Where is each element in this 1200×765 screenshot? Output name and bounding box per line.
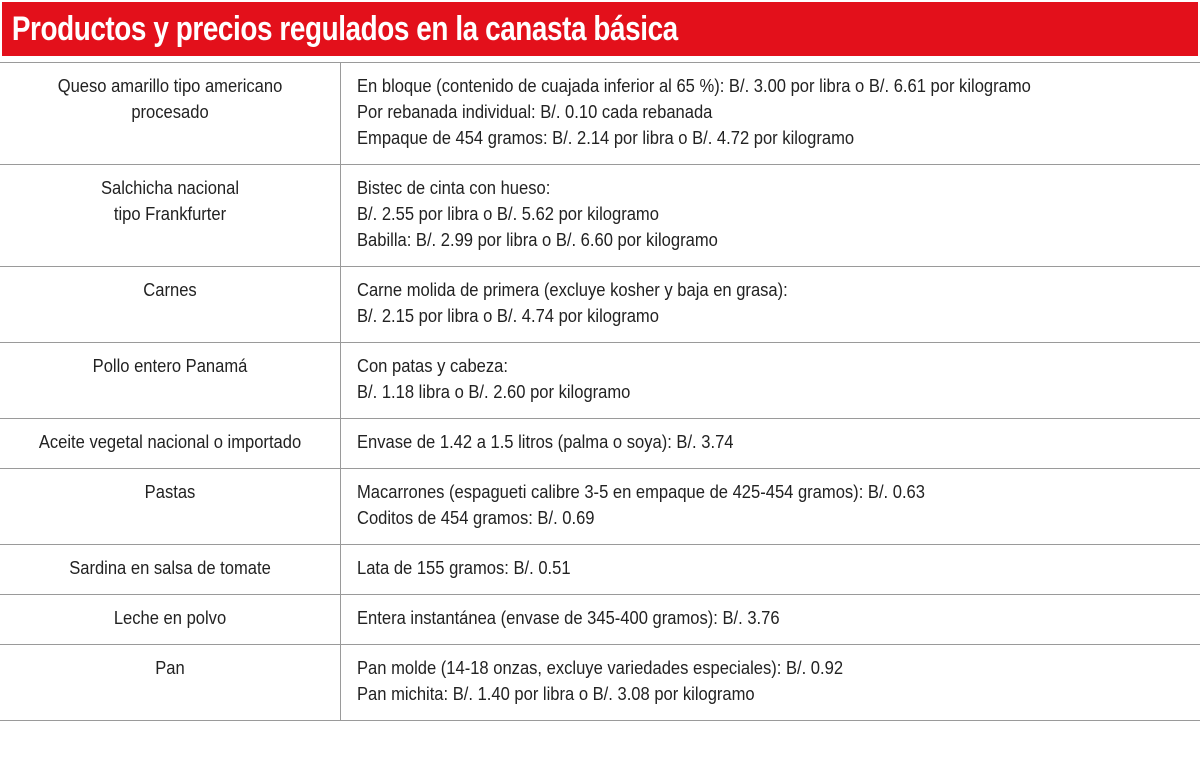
price-line: Bistec de cinta con hueso: xyxy=(357,175,1133,201)
product-cell: Pastas xyxy=(0,469,341,545)
price-line: B/. 2.15 por libra o B/. 4.74 por kilogr… xyxy=(357,303,1133,329)
product-name: Aceite vegetal nacional o importado xyxy=(14,429,327,455)
price-cell: Con patas y cabeza:B/. 1.18 libra o B/. … xyxy=(341,343,1200,419)
price-cell: Bistec de cinta con hueso:B/. 2.55 por l… xyxy=(341,165,1200,267)
price-cell: Entera instantánea (envase de 345-400 gr… xyxy=(341,595,1200,645)
product-cell: Carnes xyxy=(0,267,341,343)
product-name: Pan xyxy=(14,655,327,681)
product-cell: Leche en polvo xyxy=(0,595,341,645)
price-cell: En bloque (contenido de cuajada inferior… xyxy=(341,63,1200,165)
table-row: Aceite vegetal nacional o importado Envas… xyxy=(0,419,1200,469)
price-line: B/. 1.18 libra o B/. 2.60 por kilogramo xyxy=(357,379,1133,405)
product-name: Pollo entero Panamá xyxy=(14,353,327,379)
price-line: B/. 2.55 por libra o B/. 5.62 por kilogr… xyxy=(357,201,1133,227)
product-name: Carnes xyxy=(14,277,327,303)
product-name: Leche en polvo xyxy=(14,605,327,631)
table-row: Pastas Macarrones (espagueti calibre 3-5 … xyxy=(0,469,1200,545)
price-cell: Envase de 1.42 a 1.5 litros (palma o soy… xyxy=(341,419,1200,469)
price-cell: Lata de 155 gramos: B/. 0.51 xyxy=(341,545,1200,595)
product-name: tipo Frankfurter xyxy=(14,201,327,227)
product-cell: Pan xyxy=(0,645,341,721)
price-line: Babilla: B/. 2.99 por libra o B/. 6.60 p… xyxy=(357,227,1133,253)
title: Productos y precios regulados en la cana… xyxy=(2,2,983,49)
product-name: procesado xyxy=(14,99,327,125)
table-row: Pan Pan molde (14-18 onzas, excluye varie… xyxy=(0,645,1200,721)
product-name: Sardina en salsa de tomate xyxy=(14,555,327,581)
product-name: Pastas xyxy=(14,479,327,505)
product-cell: Pollo entero Panamá xyxy=(0,343,341,419)
price-line: Entera instantánea (envase de 345-400 gr… xyxy=(357,605,1133,631)
price-cell: Carne molida de primera (excluye kosher … xyxy=(341,267,1200,343)
product-name: Salchicha nacional xyxy=(14,175,327,201)
header-bar: Productos y precios regulados en la cana… xyxy=(2,2,1198,56)
price-cell: Pan molde (14-18 onzas, excluye variedad… xyxy=(341,645,1200,721)
price-line: Coditos de 454 gramos: B/. 0.69 xyxy=(357,505,1133,531)
table-row: Leche en polvo Entera instantánea (envase… xyxy=(0,595,1200,645)
price-line: Lata de 155 gramos: B/. 0.51 xyxy=(357,555,1133,581)
product-cell: Aceite vegetal nacional o importado xyxy=(0,419,341,469)
table-row: Pollo entero Panamá Con patas y cabeza:B/… xyxy=(0,343,1200,419)
price-line: Envase de 1.42 a 1.5 litros (palma o soy… xyxy=(357,429,1133,455)
product-cell: Sardina en salsa de tomate xyxy=(0,545,341,595)
price-line: Pan molde (14-18 onzas, excluye variedad… xyxy=(357,655,1133,681)
price-line: Macarrones (espagueti calibre 3-5 en emp… xyxy=(357,479,1133,505)
price-line: En bloque (contenido de cuajada inferior… xyxy=(357,73,1133,99)
table-row: Sardina en salsa de tomate Lata de 155 gr… xyxy=(0,545,1200,595)
price-line: Con patas y cabeza: xyxy=(357,353,1133,379)
price-line: Por rebanada individual: B/. 0.10 cada r… xyxy=(357,99,1133,125)
table-row: Carnes Carne molida de primera (excluye k… xyxy=(0,267,1200,343)
price-line: Carne molida de primera (excluye kosher … xyxy=(357,277,1133,303)
price-cell: Macarrones (espagueti calibre 3-5 en emp… xyxy=(341,469,1200,545)
product-name: Queso amarillo tipo americano xyxy=(14,73,327,99)
price-line: Empaque de 454 gramos: B/. 2.14 por libr… xyxy=(357,125,1133,151)
price-line: Pan michita: B/. 1.40 por libra o B/. 3.… xyxy=(357,681,1133,707)
